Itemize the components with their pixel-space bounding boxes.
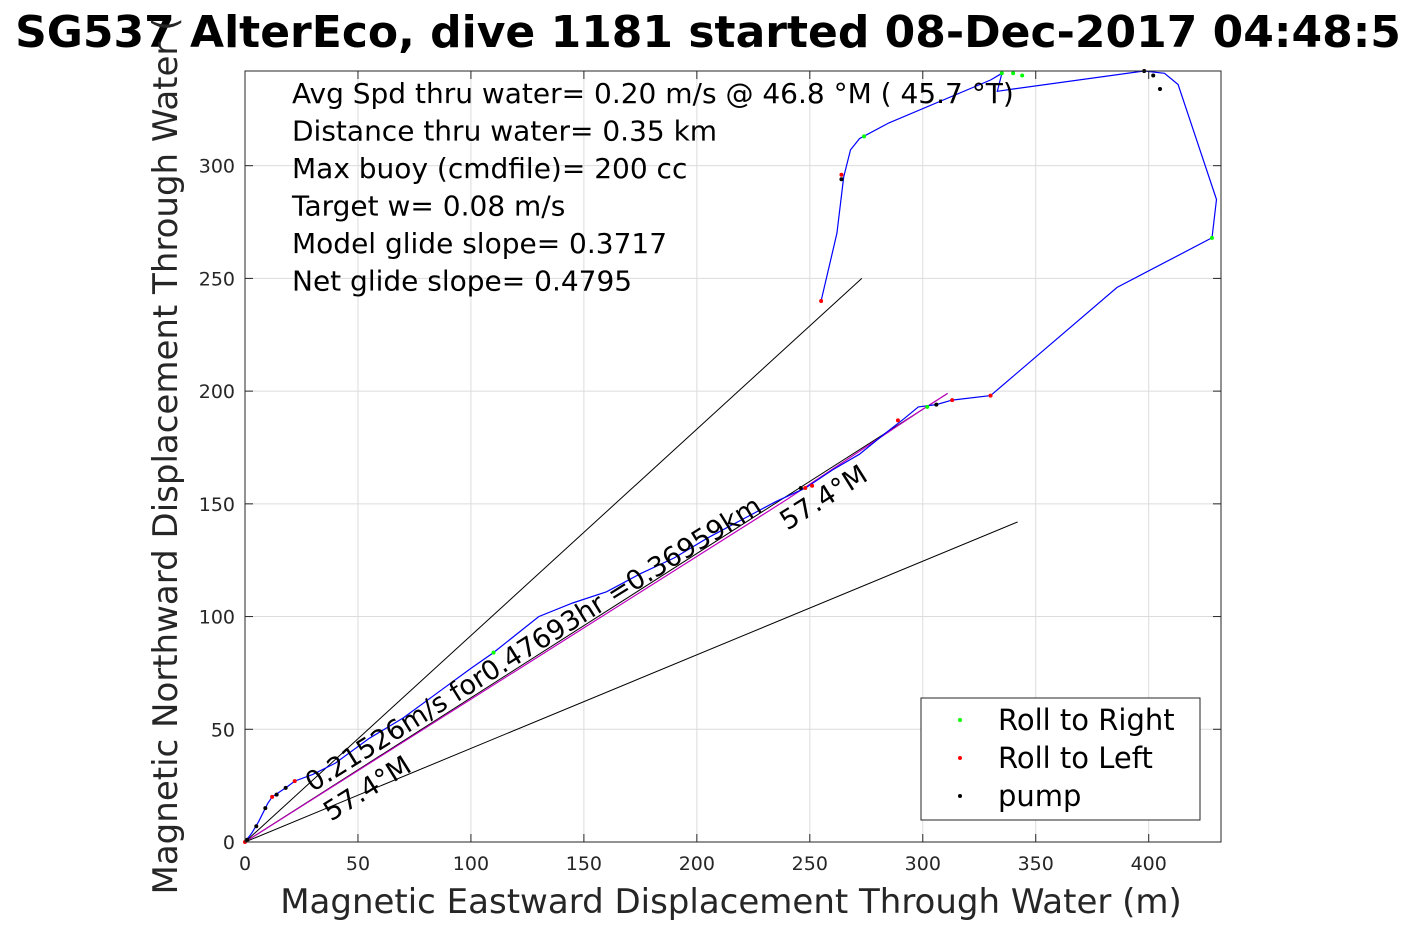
y-tick-label: 200 <box>199 381 235 403</box>
pump-point <box>839 177 844 182</box>
pump-point <box>798 486 803 491</box>
track-line <box>244 70 1218 843</box>
stat-line: Max buoy (cmdfile)= 200 cc <box>292 152 687 185</box>
pump-point <box>263 806 268 811</box>
roll-to-left-point <box>895 418 900 423</box>
legend-marker-roll-to-right <box>958 718 962 722</box>
roll-to-right-point <box>491 650 496 655</box>
pump-point <box>1158 87 1162 92</box>
roll-to-left-point <box>819 298 824 303</box>
legend-label-roll-to-left: Roll to Left <box>998 741 1153 775</box>
x-tick-label: 0 <box>239 853 251 875</box>
wedge-line <box>244 278 863 843</box>
wedge-lines <box>244 278 1018 843</box>
roll-to-right-point <box>1020 73 1025 78</box>
roll-to-left-point <box>810 483 815 488</box>
x-axis-label: Magnetic Eastward Displacement Through W… <box>280 882 1182 922</box>
y-tick-label: 150 <box>199 494 235 516</box>
roll-to-left-point <box>839 172 844 177</box>
stat-line: Distance thru water= 0.35 km <box>292 115 717 148</box>
x-tick-label: 250 <box>792 853 828 875</box>
track-polyline <box>244 70 1218 843</box>
roll-to-left-point <box>270 794 275 799</box>
wedge-line <box>244 392 948 843</box>
legend: Roll to Right Roll to Left pump <box>920 697 1201 821</box>
legend-label-roll-to-right: Roll to Right <box>998 703 1175 737</box>
roll-to-left-point <box>803 486 808 491</box>
roll-to-right-point <box>999 71 1004 76</box>
x-tick-label: 400 <box>1131 853 1167 875</box>
x-tick-label: 200 <box>679 853 715 875</box>
wedge-line <box>244 521 1018 843</box>
x-tick-label: 100 <box>453 853 489 875</box>
pump-point <box>1151 73 1156 78</box>
stat-line: Target w= 0.08 m/s <box>291 190 565 223</box>
pump-point <box>283 785 288 790</box>
roll-to-right-point <box>925 404 930 409</box>
y-tick-label: 0 <box>223 832 235 854</box>
stat-line: Net glide slope= 0.4795 <box>292 265 632 298</box>
stat-line: Avg Spd thru water= 0.20 m/s @ 46.8 °M (… <box>292 77 1014 110</box>
plot-frame <box>244 70 1222 843</box>
y-axis-label: Magnetic Northward Displacement Through … <box>146 18 186 895</box>
pump-point <box>274 792 279 797</box>
x-tick-label: 350 <box>1018 853 1054 875</box>
pump-point <box>245 837 250 842</box>
x-tick-label: 50 <box>346 853 370 875</box>
heading-line <box>244 392 948 843</box>
roll-to-left-point <box>950 398 955 403</box>
y-tick-label: 300 <box>199 156 235 178</box>
chart-title: SG537 AlterEco, dive 1181 started 08-Dec… <box>15 7 1401 58</box>
legend-box <box>920 697 1201 821</box>
y-tick-label: 250 <box>199 268 235 290</box>
legend-marker-roll-to-left <box>958 756 962 760</box>
stat-line: Model glide slope= 0.3717 <box>292 227 667 260</box>
pump-point <box>254 824 259 829</box>
axis-ticks: 0 50 100 150 200 250 300 350 400 0 50 100 150 200 250 3… <box>199 71 1221 875</box>
pump-point <box>934 402 939 407</box>
roll-to-right-point <box>862 134 867 139</box>
heading-polyline <box>244 392 948 843</box>
y-tick-label: 50 <box>211 719 235 741</box>
legend-marker-pump <box>958 794 962 798</box>
x-tick-label: 300 <box>905 853 941 875</box>
roll-pump-points <box>243 69 1214 844</box>
roll-to-right-point <box>1011 71 1016 76</box>
roll-to-right-point <box>1209 235 1214 240</box>
y-tick-label: 100 <box>199 607 235 629</box>
roll-to-left-point <box>292 779 297 784</box>
roll-to-left-point <box>988 393 993 398</box>
x-tick-label: 150 <box>566 853 602 875</box>
stats-box: Avg Spd thru water= 0.20 m/s @ 46.8 °M (… <box>291 77 1014 298</box>
legend-label-pump: pump <box>998 779 1081 813</box>
